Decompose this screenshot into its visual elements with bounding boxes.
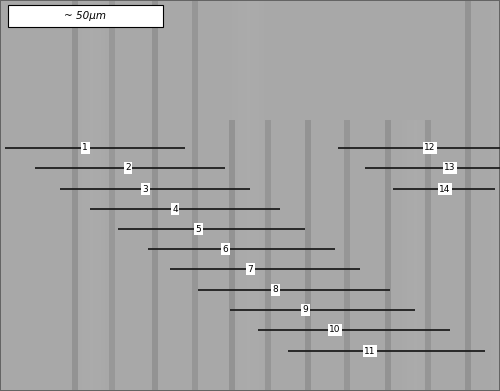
Text: 10: 10 — [329, 325, 341, 334]
Text: 7: 7 — [247, 264, 253, 273]
Text: 12: 12 — [424, 143, 436, 152]
Text: 3: 3 — [142, 185, 148, 194]
Text: 1: 1 — [82, 143, 88, 152]
Text: 11: 11 — [364, 346, 376, 355]
Text: 8: 8 — [272, 285, 278, 294]
Text: ~ 50μm: ~ 50μm — [64, 11, 106, 21]
Text: 5: 5 — [195, 224, 201, 233]
Text: 9: 9 — [302, 305, 308, 314]
Bar — [8, 5, 163, 27]
Text: 13: 13 — [444, 163, 456, 172]
Text: 14: 14 — [440, 185, 450, 194]
Text: 6: 6 — [222, 244, 228, 253]
Text: 2: 2 — [125, 163, 131, 172]
Text: 4: 4 — [172, 204, 178, 213]
